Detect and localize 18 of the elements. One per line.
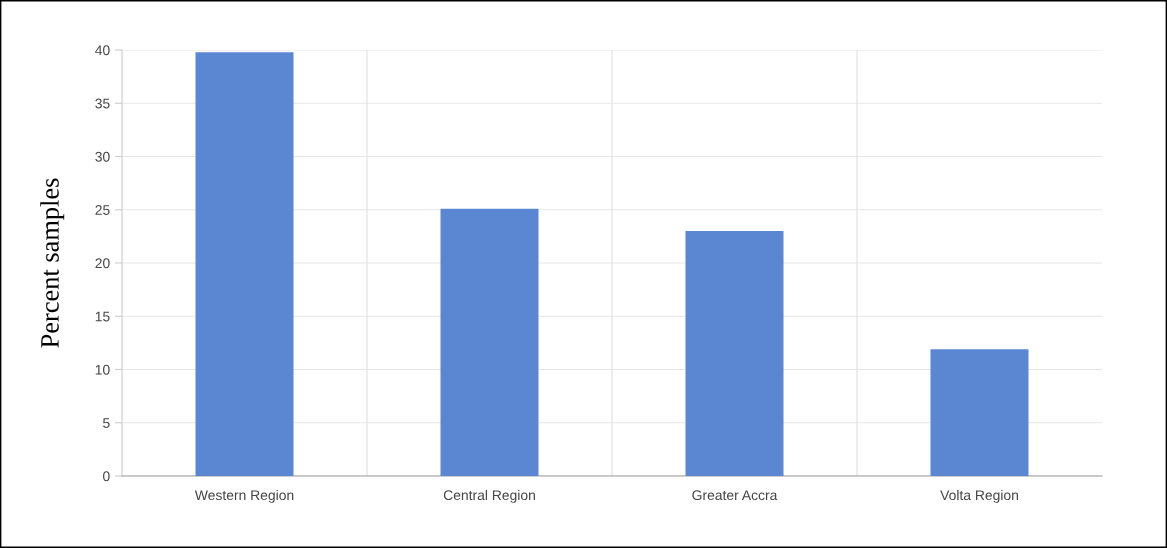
bar bbox=[930, 349, 1029, 476]
x-tick-label: Central Region bbox=[443, 489, 535, 503]
y-tick-label: 20 bbox=[95, 258, 110, 269]
x-tick-label: Volta Region bbox=[940, 489, 1018, 503]
bar bbox=[440, 208, 539, 476]
y-tick-label: 0 bbox=[103, 471, 110, 482]
bar bbox=[685, 231, 784, 476]
y-tick-label: 5 bbox=[103, 418, 110, 428]
y-axis-title: Percent samples bbox=[40, 178, 65, 348]
y-tick-label: 25 bbox=[95, 205, 110, 215]
bar bbox=[195, 52, 294, 476]
y-tick-label: 30 bbox=[95, 151, 110, 162]
y-tick-label: 35 bbox=[95, 98, 110, 109]
y-tick-label: 10 bbox=[95, 364, 110, 375]
y-tick-label: 15 bbox=[95, 311, 110, 322]
x-tick-label: Greater Accra bbox=[692, 490, 778, 501]
y-tick-label: 40 bbox=[95, 45, 110, 56]
x-tick-label: Western Region bbox=[194, 489, 294, 503]
